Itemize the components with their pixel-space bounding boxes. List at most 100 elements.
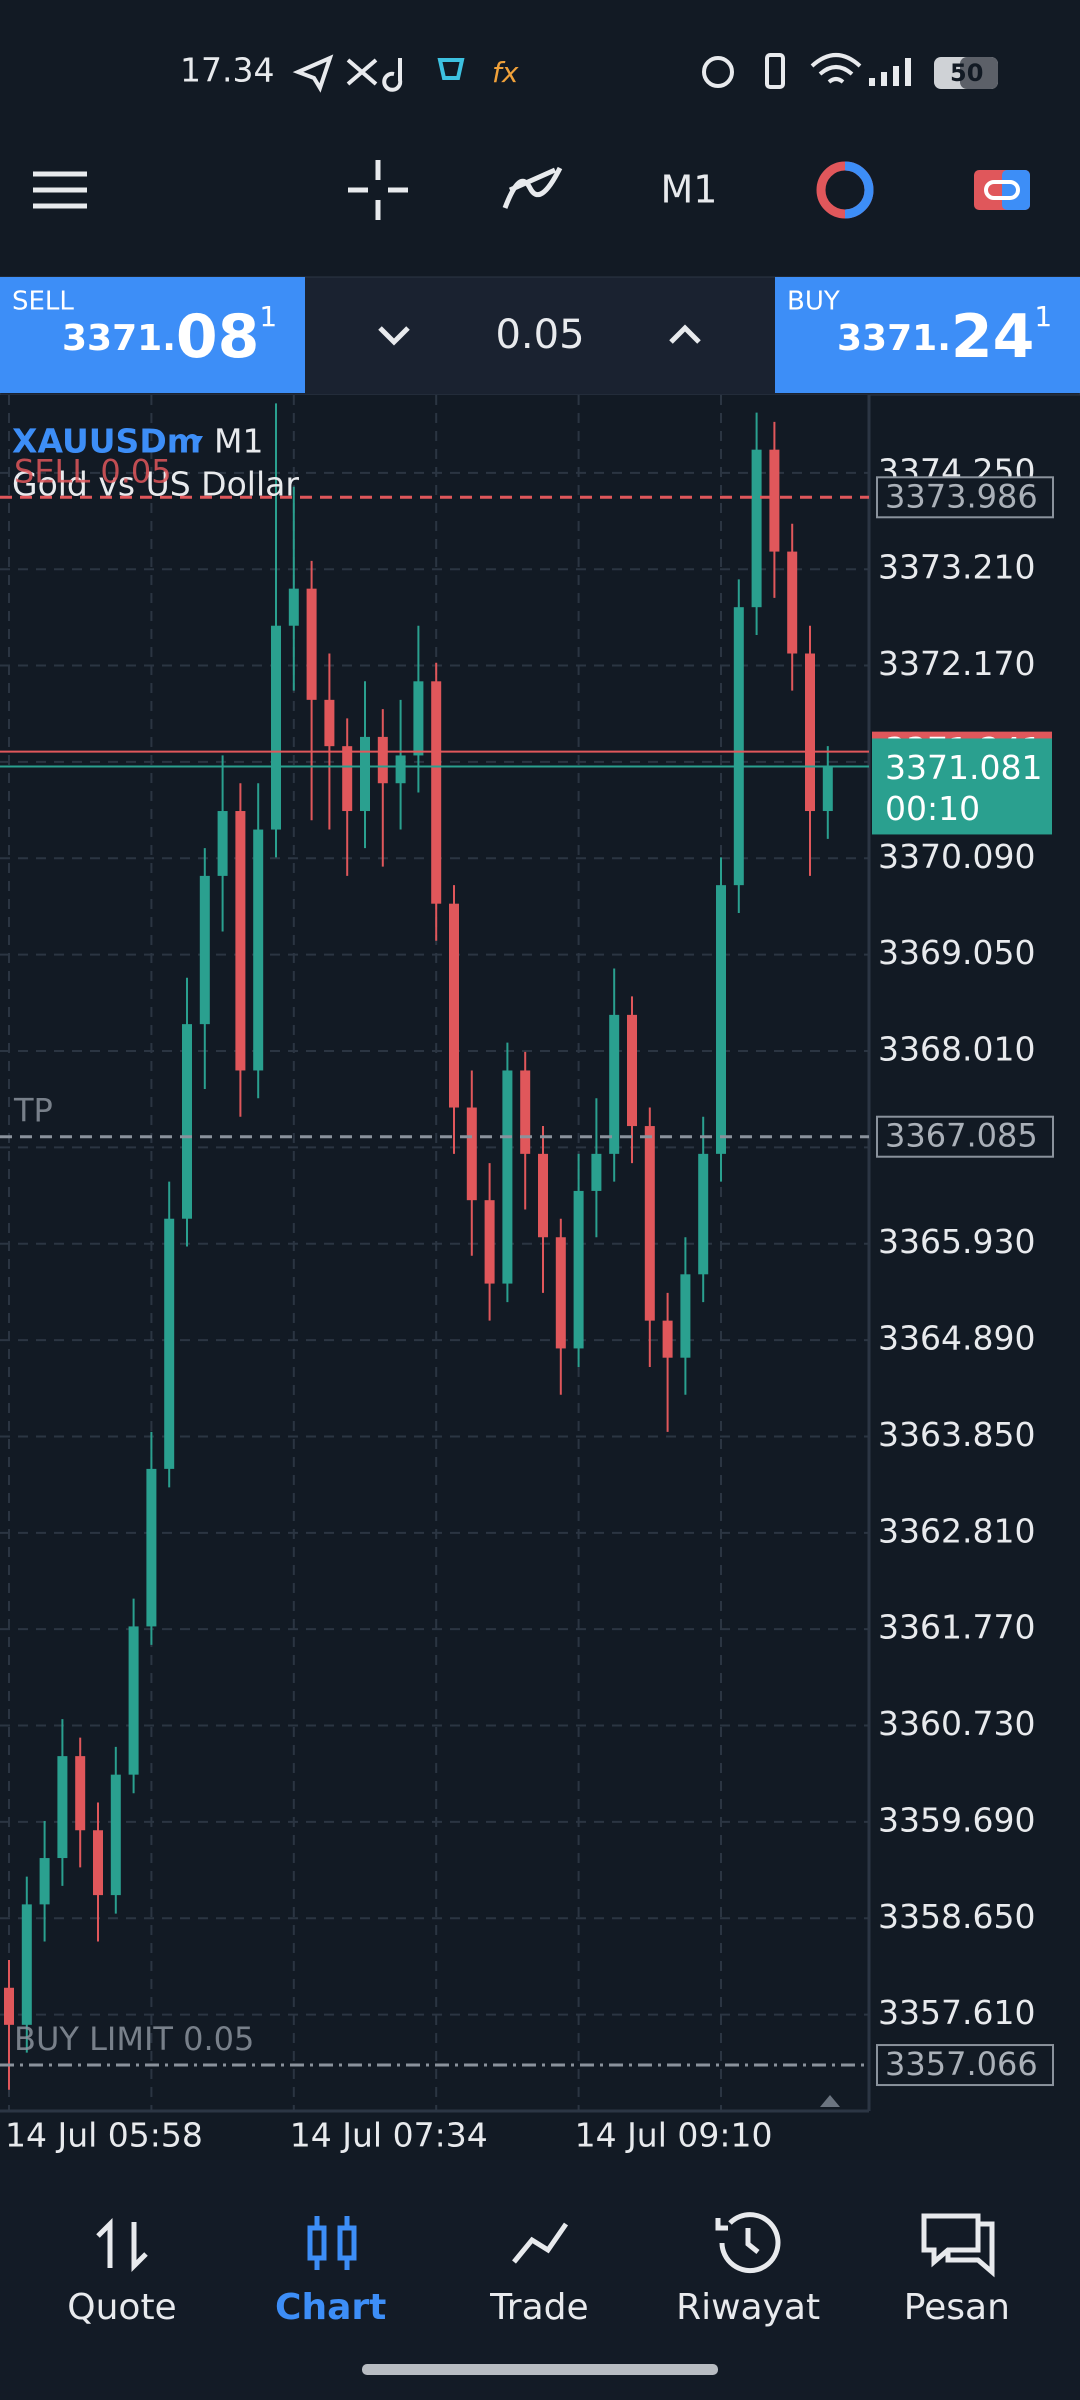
nav-icon-quote (96, 2217, 148, 2273)
svg-text:fx: fx (492, 56, 519, 89)
menu-button[interactable] (33, 171, 87, 209)
y-tick-label: 3359.690 (878, 1800, 1035, 1839)
order-label: BUY LIMIT 0.05 (14, 2020, 254, 2058)
indicators-button[interactable] (502, 166, 563, 209)
candle-body (324, 699, 335, 747)
candle-body (395, 755, 406, 784)
buy-price-big: 24 (951, 302, 1035, 372)
battery-level: 50 (950, 59, 983, 87)
y-tick-label: 3360.730 (878, 1704, 1035, 1743)
level-tag-text: 3373.986 (885, 477, 1038, 515)
nav-items: Quote Chart Trade Riwayat Pesan (67, 2287, 1010, 2328)
candle-body (627, 1014, 637, 1127)
y-tick-label: 3358.650 (878, 1897, 1035, 1936)
y-tick-label: 3363.850 (878, 1415, 1035, 1454)
y-tick-label: 3368.010 (878, 1030, 1035, 1069)
nav-icon-messages (921, 2213, 995, 2278)
candle-body (466, 1107, 477, 1201)
nav-icon-trade (512, 2222, 569, 2264)
candle-body (271, 625, 281, 830)
nav-item[interactable]: Chart (275, 2287, 386, 2328)
candle-body (573, 1190, 584, 1349)
y-tick-label: 3364.890 (878, 1319, 1035, 1358)
candle-body (484, 1200, 495, 1284)
toolbar-icons (33, 160, 874, 220)
x-tick-label: 14 Jul 05:58 (5, 2116, 203, 2155)
chart-timeframe: M1 (214, 422, 263, 461)
candle-body (822, 766, 833, 812)
y-tick-label: 3370.090 (878, 837, 1035, 876)
crosshair-button[interactable] (348, 160, 408, 220)
status-time: 17.34 (180, 51, 274, 90)
sell-button[interactable] (0, 277, 305, 393)
level-tag-text: 3367.085 (885, 1117, 1038, 1155)
nav-item[interactable]: Riwayat (676, 2287, 820, 2328)
candle-body (182, 1024, 192, 1219)
level-tag (876, 476, 1054, 519)
candle-body (21, 1904, 32, 2025)
x-tick-label: 14 Jul 07:34 (290, 2116, 488, 2155)
nav-item[interactable]: Trade (489, 2287, 589, 2328)
candle-body (146, 1468, 157, 1627)
candle-body (377, 736, 388, 784)
candle-body (342, 746, 353, 812)
level-tag (876, 1115, 1054, 1158)
buy-price: 3371.241 (837, 300, 1052, 372)
timeframe-button[interactable]: M1 (661, 168, 718, 212)
candle-body (502, 1070, 513, 1284)
volume-up[interactable] (669, 324, 701, 344)
candle-body (235, 811, 246, 1071)
nav-item[interactable]: Quote (67, 2287, 176, 2328)
trade-toggle-knob (984, 180, 1020, 200)
candle-body (288, 588, 299, 626)
bar-countdown: 00:10 (885, 789, 980, 828)
level-tag-text: 3357.066 (885, 2045, 1038, 2083)
y-tick-label: 3365.930 (878, 1222, 1035, 1261)
candle-body (39, 1858, 50, 1905)
candle-body (57, 1756, 68, 1859)
bid-tag (872, 738, 1052, 835)
home-indicator (362, 2364, 718, 2375)
candle-body (733, 607, 744, 886)
candle-body (217, 811, 228, 876)
volume-down[interactable] (378, 326, 410, 346)
symbol-dropdown[interactable] (191, 436, 203, 446)
candle-body (787, 551, 798, 654)
buy-price-sup: 1 (1034, 300, 1052, 333)
candle-body (609, 1014, 620, 1154)
candle-body (662, 1320, 673, 1358)
candle-body (110, 1774, 121, 1896)
sell-label: SELL (12, 287, 74, 317)
candle-body (805, 653, 815, 812)
candle-body (413, 681, 424, 756)
x-tick-label: 14 Jul 09:10 (575, 2116, 773, 2155)
y-tick-label: 3369.050 (878, 933, 1035, 972)
candle-body (253, 829, 264, 1071)
sell-price-main: 3371. (62, 318, 176, 359)
nav-item[interactable]: Pesan (904, 2287, 1010, 2328)
candle-body (538, 1153, 548, 1238)
candle-body (751, 449, 762, 608)
candle-body (644, 1126, 655, 1321)
status-icons: fx (292, 53, 911, 93)
candle-body (680, 1274, 691, 1358)
candle-body (716, 885, 726, 1154)
order-label: TP (13, 1092, 53, 1130)
candle-body (698, 1153, 709, 1275)
sell-price-sup: 1 (259, 300, 277, 333)
buy-button[interactable] (775, 277, 1080, 393)
battery-empty (960, 57, 998, 89)
symbol[interactable]: XAUUSDm (12, 422, 201, 461)
candle-body (306, 588, 317, 700)
y-tick-label: 3372.170 (878, 644, 1035, 683)
candle-body (449, 903, 459, 1108)
sell-price: 3371.081 (62, 300, 277, 372)
volume[interactable]: 0.05 (495, 312, 584, 358)
nav-icon-history (715, 2212, 781, 2274)
candle-body (75, 1756, 86, 1831)
candle-body (128, 1626, 139, 1775)
candle-body (4, 1987, 14, 2025)
candle-body (93, 1830, 103, 1896)
y-tick-label: 3361.770 (878, 1608, 1035, 1647)
